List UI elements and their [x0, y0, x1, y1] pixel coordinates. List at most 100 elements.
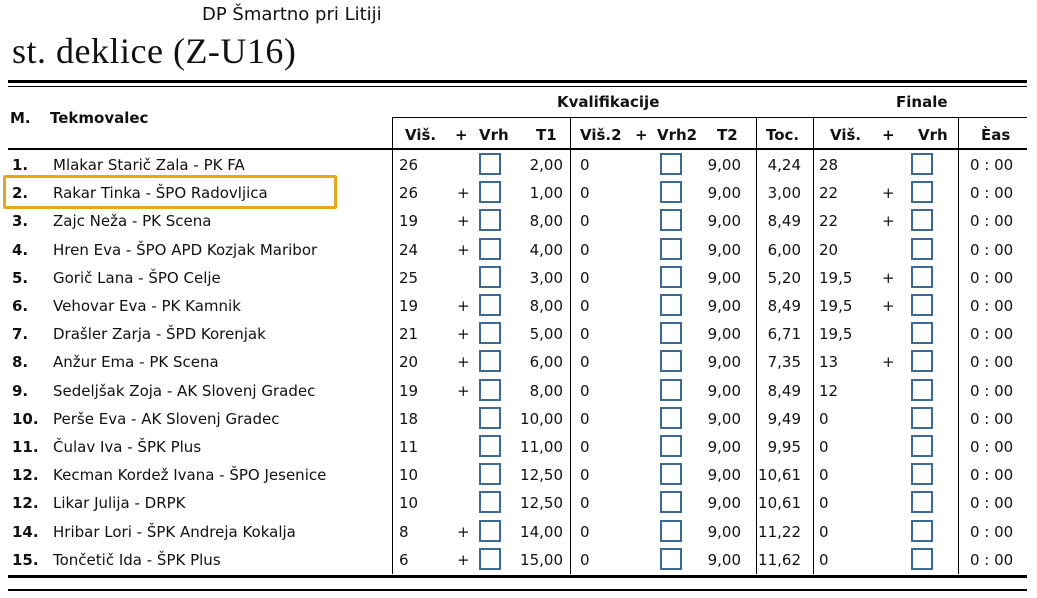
vrh2-checkbox[interactable]: [660, 378, 682, 401]
header-fvrh: Vrh: [918, 126, 948, 144]
final-vrh-checkbox[interactable]: [911, 463, 933, 486]
vrh2-checkbox[interactable]: [660, 209, 682, 232]
top-rule-thin: [8, 86, 1027, 87]
t2-cell: 9,00: [707, 353, 741, 372]
col-sep-4: [813, 118, 814, 574]
table-row: 6. Vehovar Eva - PK Kamnik 19 +8,00 0 9,00 8,4…: [0, 293, 1037, 321]
header-t2: T2: [717, 126, 738, 144]
vrh2-checkbox[interactable]: [660, 547, 682, 570]
vrh2-checkbox[interactable]: [660, 491, 682, 514]
final-vrh-checkbox[interactable]: [911, 406, 933, 429]
vrh2-checkbox[interactable]: [660, 350, 682, 373]
rank-cell: 8.: [12, 353, 29, 372]
vis-cell: 20: [399, 353, 419, 372]
vrh-checkbox[interactable]: [479, 350, 501, 373]
time-cell: 0 : 00: [970, 156, 1014, 174]
final-vrh-checkbox[interactable]: [911, 153, 933, 175]
table-row: 12. Likar Julija - DRPK 10 12,50 0 9,00 10,61 0…: [0, 490, 1037, 518]
t2-cell: 9,00: [707, 297, 741, 315]
final-vrh-checkbox[interactable]: [911, 237, 933, 260]
vrh-checkbox[interactable]: [479, 209, 501, 232]
fplus-cell: +: [882, 212, 895, 231]
final-vrh-checkbox[interactable]: [911, 322, 933, 345]
time-cell: 0 : 00: [970, 381, 1014, 400]
header-toc: Toc.: [766, 126, 800, 144]
vrh-checkbox[interactable]: [479, 153, 501, 175]
vis-cell: 8: [399, 522, 409, 541]
vrh-checkbox[interactable]: [479, 491, 501, 514]
fvis-cell: 22: [819, 184, 839, 203]
vrh2-checkbox[interactable]: [660, 435, 682, 457]
table-row: 11. Čulav Iva - ŠPK Plus 11 11,00 0 9,00 9,95 0…: [0, 434, 1037, 462]
final-vrh-checkbox[interactable]: [911, 209, 933, 232]
final-vrh-checkbox[interactable]: [911, 435, 933, 457]
toc-cell: 5,20: [767, 268, 801, 287]
final-vrh-checkbox[interactable]: [911, 491, 933, 514]
vrh-checkbox[interactable]: [479, 463, 501, 486]
final-vrh-checkbox[interactable]: [911, 181, 933, 204]
vrh2-checkbox[interactable]: [660, 181, 682, 204]
competitor-name: Kecman Kordež Ivana - ŠPO Jesenice: [53, 466, 327, 485]
competitor-name: Gorič Lana - ŠPO Celje: [53, 268, 221, 287]
vrh-checkbox[interactable]: [479, 378, 501, 401]
rank-cell: 1.: [12, 156, 29, 174]
page-title: st. deklice (Z-U16): [12, 31, 297, 71]
vis-cell: 26: [399, 184, 419, 203]
vrh-checkbox[interactable]: [479, 265, 501, 288]
vrh2-checkbox[interactable]: [660, 153, 682, 175]
header-name: Tekmovalec: [50, 109, 149, 127]
bottom-rule-thin: [8, 589, 1027, 591]
final-vrh-checkbox[interactable]: [911, 547, 933, 570]
col-sep-2: [570, 118, 571, 574]
t1-cell: 12,50: [520, 466, 563, 485]
vis-cell: 18: [399, 409, 419, 428]
vrh2-checkbox[interactable]: [660, 294, 682, 316]
competitor-name: Mlakar Starič Zala - PK FA: [53, 156, 245, 174]
t1-cell: 5,00: [529, 325, 563, 344]
vrh-checkbox[interactable]: [479, 547, 501, 570]
vrh-checkbox[interactable]: [479, 435, 501, 457]
final-vrh-checkbox[interactable]: [911, 294, 933, 316]
toc-cell: 8,49: [767, 381, 801, 400]
vrh2-checkbox[interactable]: [660, 265, 682, 288]
vrh-checkbox[interactable]: [479, 322, 501, 345]
rank-cell: 14.: [12, 522, 39, 541]
vrh2-checkbox[interactable]: [660, 463, 682, 486]
t1-cell: 8,00: [529, 297, 563, 315]
vrh2-checkbox[interactable]: [660, 519, 682, 542]
final-vrh-checkbox[interactable]: [911, 265, 933, 288]
t2-cell: 9,00: [707, 156, 741, 174]
vrh-checkbox[interactable]: [479, 519, 501, 542]
header-kval: Kvalifikacije: [557, 93, 660, 111]
toc-cell: 4,24: [767, 156, 801, 174]
fvis-cell: 0: [819, 550, 829, 569]
vrh-checkbox[interactable]: [479, 406, 501, 429]
table-row: 12. Kecman Kordež Ivana - ŠPO Jesenice 10 1…: [0, 462, 1037, 490]
vrh2-checkbox[interactable]: [660, 322, 682, 345]
header-fvis: Viš.: [830, 126, 862, 144]
toc-cell: 10,61: [758, 466, 801, 485]
fvis-cell: 22: [819, 212, 839, 231]
plus-cell: +: [457, 325, 470, 344]
vrh2-checkbox[interactable]: [660, 237, 682, 260]
t2-cell: 9,00: [707, 494, 741, 513]
header-rank: M.: [10, 109, 31, 127]
fplus-cell: +: [882, 353, 895, 372]
final-vrh-checkbox[interactable]: [911, 378, 933, 401]
final-vrh-checkbox[interactable]: [911, 350, 933, 373]
t2-cell: 9,00: [707, 325, 741, 344]
vrh-checkbox[interactable]: [479, 181, 501, 204]
time-cell: 0 : 00: [970, 550, 1014, 569]
final-vrh-checkbox[interactable]: [911, 519, 933, 542]
vis2-cell: 0: [580, 184, 590, 203]
vrh2-checkbox[interactable]: [660, 406, 682, 429]
fvis-cell: 0: [819, 438, 829, 456]
vrh-checkbox[interactable]: [479, 237, 501, 260]
table-row: 10. Perše Eva - AK Slovenj Gradec 18 10,00 0…: [0, 406, 1037, 434]
t2-cell: 9,00: [707, 522, 741, 541]
time-cell: 0 : 00: [970, 325, 1014, 344]
vis-cell: 11: [399, 438, 419, 456]
vrh-checkbox[interactable]: [479, 294, 501, 316]
col-sep-3: [756, 118, 757, 574]
vis-cell: 25: [399, 268, 419, 287]
